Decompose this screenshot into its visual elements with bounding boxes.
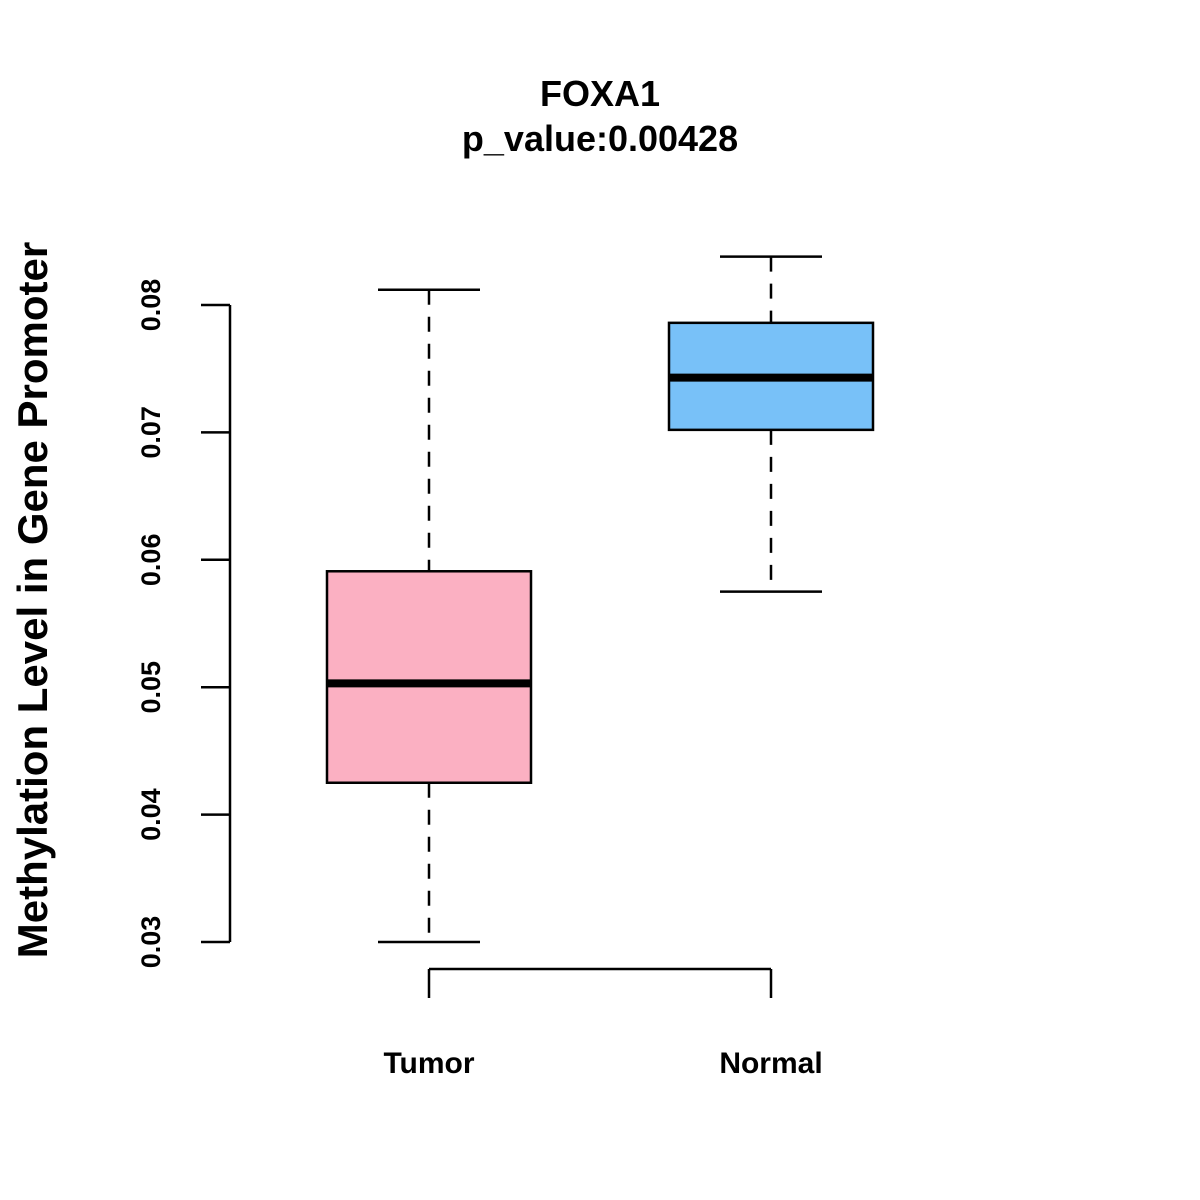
box-tumor bbox=[325, 288, 533, 944]
y-tick-label: 0.05 bbox=[136, 661, 166, 714]
box-iqr-tumor bbox=[325, 570, 533, 784]
boxes bbox=[325, 255, 875, 944]
chart-subtitle: p_value:0.00428 bbox=[462, 118, 738, 159]
y-tick-label: 0.07 bbox=[136, 406, 166, 459]
y-tick-label: 0.04 bbox=[136, 788, 166, 841]
y-axis: 0.03 0.04 0.05 0.06 0.07 0.08 bbox=[136, 279, 232, 969]
y-tick-label: 0.03 bbox=[136, 916, 166, 969]
x-tick-label-normal: Normal bbox=[719, 1047, 822, 1080]
chart-title: FOXA1 bbox=[540, 73, 660, 114]
x-axis: Tumor Normal bbox=[383, 967, 823, 1080]
y-tick-label: 0.06 bbox=[136, 534, 166, 587]
y-tick-label: 0.08 bbox=[136, 279, 166, 332]
x-tick-label-tumor: Tumor bbox=[383, 1047, 474, 1080]
y-axis-label: Methylation Level in Gene Promoter bbox=[9, 242, 56, 958]
box-normal bbox=[667, 255, 875, 593]
